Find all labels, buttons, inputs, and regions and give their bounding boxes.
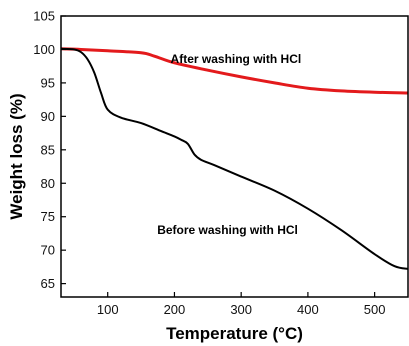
y-tick-label: 65 [41,276,55,291]
y-tick-label: 95 [41,75,55,90]
axis-ticks: 100 200 300 400 500 65 70 75 80 85 90 95 100 105 [33,9,385,318]
y-tick-label: 85 [41,142,55,157]
series-line-before-washing [61,47,408,270]
y-axis-label: Weight loss (%) [7,93,26,219]
x-tick-label: 100 [97,302,119,317]
x-tick-label: 400 [297,302,319,317]
plot-area [61,47,408,270]
annotation-label: After washing with HCl [171,52,302,66]
y-tick-label: 80 [41,176,55,191]
y-tick-label: 100 [33,42,55,57]
plot-frame [60,15,409,298]
y-tick-label: 90 [41,109,55,124]
x-tick-label: 500 [364,302,386,317]
series-line-after-washing [61,47,408,95]
y-tick-label: 75 [41,209,55,224]
annotation-label: Before washing with HCl [157,223,298,237]
x-tick-label: 200 [164,302,186,317]
y-tick-label: 105 [33,9,55,24]
x-axis-label: Temperature (°C) [166,324,303,343]
y-tick-label: 70 [41,243,55,258]
x-tick-label: 300 [230,302,252,317]
